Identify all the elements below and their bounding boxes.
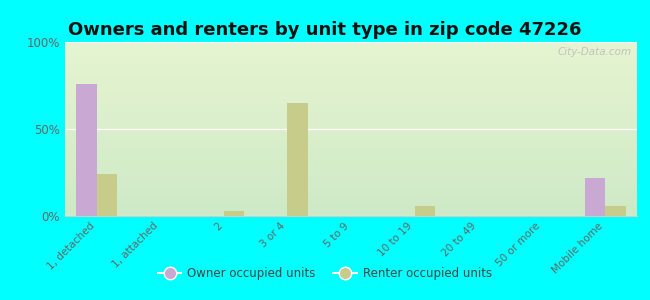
Bar xyxy=(287,103,308,216)
Text: City-Data.com: City-Data.com xyxy=(557,47,631,57)
Bar xyxy=(97,174,117,216)
Legend: Owner occupied units, Renter occupied units: Owner occupied units, Renter occupied un… xyxy=(153,263,497,285)
Bar xyxy=(415,206,435,216)
Bar xyxy=(77,84,97,216)
Bar xyxy=(224,211,244,216)
Text: Owners and renters by unit type in zip code 47226: Owners and renters by unit type in zip c… xyxy=(68,21,582,39)
Bar xyxy=(585,178,605,216)
Bar xyxy=(605,206,625,216)
